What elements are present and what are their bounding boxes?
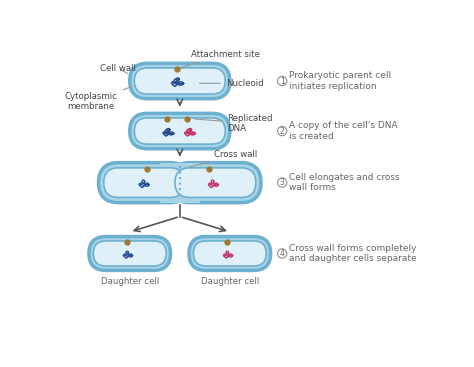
Text: Nucleoid: Nucleoid bbox=[200, 79, 264, 88]
FancyBboxPatch shape bbox=[170, 163, 261, 203]
Text: Cross wall: Cross wall bbox=[185, 150, 258, 168]
FancyBboxPatch shape bbox=[189, 237, 271, 270]
FancyBboxPatch shape bbox=[99, 163, 190, 203]
Text: Prokaryotic parent cell
initiates replication: Prokaryotic parent cell initiates replic… bbox=[289, 71, 391, 91]
Text: Daughter cell: Daughter cell bbox=[100, 277, 159, 286]
Text: Replicated
DNA: Replicated DNA bbox=[194, 114, 273, 133]
Text: 4: 4 bbox=[280, 249, 284, 258]
FancyBboxPatch shape bbox=[104, 168, 184, 197]
FancyBboxPatch shape bbox=[134, 68, 225, 94]
FancyBboxPatch shape bbox=[93, 241, 166, 266]
FancyBboxPatch shape bbox=[134, 118, 225, 144]
FancyBboxPatch shape bbox=[130, 63, 230, 99]
Text: Cell elongates and cross
wall forms: Cell elongates and cross wall forms bbox=[289, 173, 400, 192]
FancyBboxPatch shape bbox=[175, 168, 256, 197]
Text: A copy of the cell's DNA
is created: A copy of the cell's DNA is created bbox=[289, 121, 398, 141]
Text: 2: 2 bbox=[280, 127, 284, 135]
Text: Cytoplasmic
membrane: Cytoplasmic membrane bbox=[65, 87, 132, 111]
Text: Cell wall: Cell wall bbox=[100, 64, 137, 73]
FancyBboxPatch shape bbox=[89, 237, 171, 270]
Text: 3: 3 bbox=[280, 178, 284, 187]
Text: Daughter cell: Daughter cell bbox=[201, 277, 259, 286]
Text: Cross wall forms completely
and daughter cells separate: Cross wall forms completely and daughter… bbox=[289, 244, 417, 263]
Bar bbox=[160, 163, 200, 203]
FancyBboxPatch shape bbox=[193, 241, 266, 266]
Text: 1: 1 bbox=[280, 76, 284, 86]
FancyBboxPatch shape bbox=[130, 113, 230, 149]
Text: Attachment site: Attachment site bbox=[180, 50, 260, 68]
